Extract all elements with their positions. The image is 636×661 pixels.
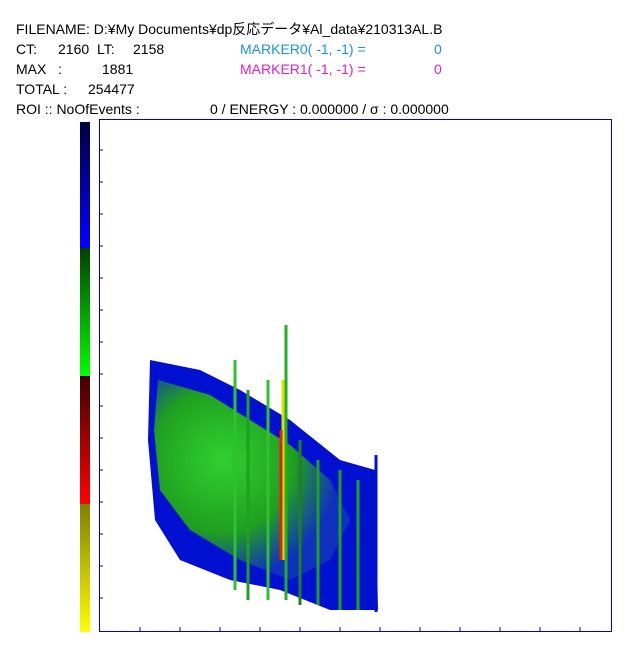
max-label: MAX :: [16, 61, 62, 77]
scale-red: [80, 376, 90, 504]
ct-value: 2160: [58, 41, 89, 57]
lt-value: 2158: [133, 41, 164, 57]
scale-green: [80, 248, 90, 376]
ct-label: CT:: [16, 41, 37, 57]
shape: [233, 325, 378, 612]
color-scale: [80, 122, 90, 632]
marker0-label: MARKER0( -1, -1) =: [240, 41, 366, 57]
marker1-label: MARKER1( -1, -1) =: [240, 61, 366, 77]
scale-blue: [80, 122, 90, 248]
max-value: 1881: [102, 61, 133, 77]
marker0-value: 0: [434, 41, 442, 57]
total-label: TOTAL :: [16, 81, 67, 97]
lt-label: LT:: [97, 41, 115, 57]
roi-value: 0 / ENERGY : 0.000000 / σ : 0.000000: [210, 101, 449, 117]
plot-ticks: [99, 149, 581, 631]
histogram-image: [148, 325, 378, 612]
filename: FILENAME: D:¥My Documents¥dp反応データ¥Al_dat…: [16, 21, 442, 37]
total-value: 254477: [88, 81, 135, 97]
marker1-value: 0: [434, 61, 442, 77]
roi-label: ROI :: NoOfEvents :: [16, 101, 140, 117]
scale-yellow: [80, 504, 90, 632]
plot: [99, 119, 612, 632]
